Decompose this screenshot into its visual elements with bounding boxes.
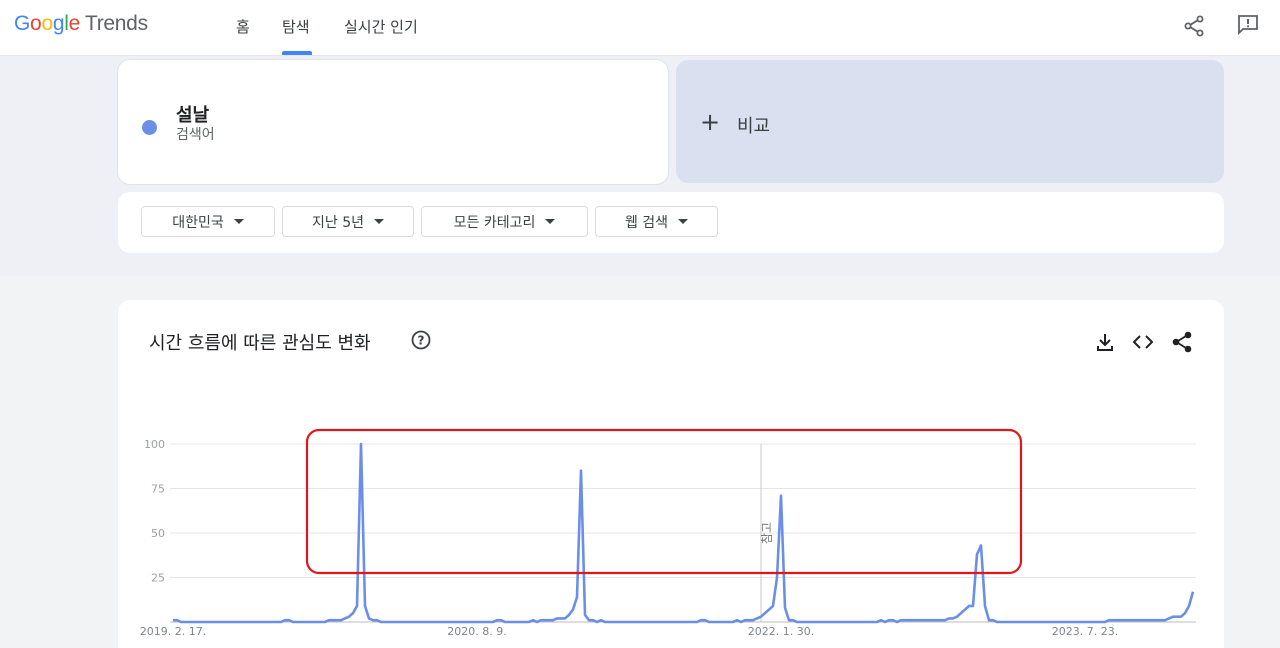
top-bar bbox=[0, 0, 1280, 56]
filter-dropdown[interactable]: 대한민국 bbox=[141, 206, 275, 237]
nav-tab[interactable]: 홈 bbox=[236, 18, 250, 36]
search-term[interactable]: 설날 bbox=[176, 105, 210, 126]
help-icon[interactable]: ? bbox=[410, 329, 432, 351]
nav-indicator bbox=[282, 51, 312, 55]
nav-tab[interactable]: 탐색 bbox=[282, 18, 310, 36]
svg-text:?: ? bbox=[418, 334, 425, 348]
logo-product: Trends bbox=[84, 12, 148, 35]
term-card[interactable] bbox=[118, 60, 668, 184]
filter-dropdown[interactable]: 웹 검색 bbox=[595, 206, 718, 237]
embed-icon[interactable] bbox=[1132, 331, 1154, 353]
compare-label[interactable]: 비교 bbox=[737, 116, 771, 137]
filter-dropdown[interactable]: 모든 카테고리 bbox=[421, 206, 588, 237]
term-color-dot bbox=[142, 120, 157, 135]
logo[interactable]: Google Trends bbox=[14, 12, 148, 36]
compare-card[interactable] bbox=[676, 60, 1224, 183]
plus-icon: + bbox=[700, 108, 721, 136]
nav-tab[interactable]: 실시간 인기 bbox=[344, 18, 418, 36]
logo-google: Google bbox=[14, 12, 80, 35]
chart-title: 시간 흐름에 따른 관심도 변화 bbox=[149, 333, 371, 354]
share-icon[interactable] bbox=[1182, 14, 1208, 40]
feedback-icon[interactable] bbox=[1236, 13, 1260, 37]
term-type: 검색어 bbox=[176, 127, 215, 143]
filter-dropdown[interactable]: 지난 5년 bbox=[282, 206, 414, 237]
share-icon[interactable] bbox=[1170, 330, 1194, 354]
download-icon[interactable] bbox=[1094, 331, 1116, 353]
